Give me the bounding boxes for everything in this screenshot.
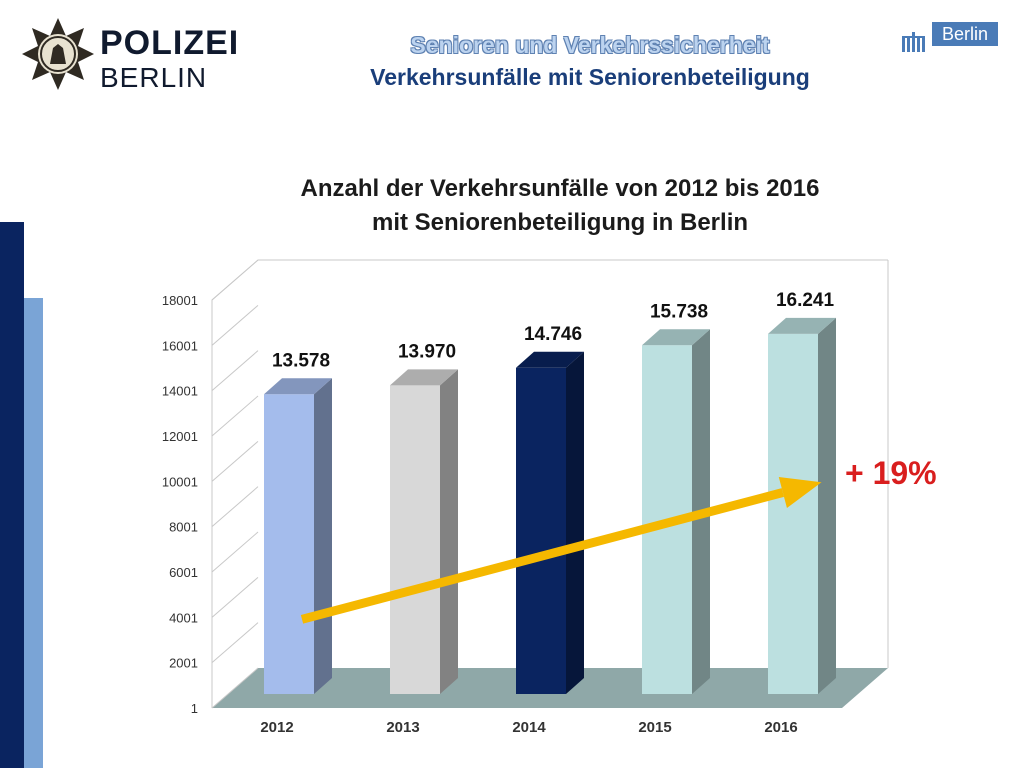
data-labels: 13.578 13.970 14.746 15.738 16.241 [272, 290, 835, 371]
chart-title-line-1: Anzahl der Verkehrsunfälle von 2012 bis … [300, 175, 820, 202]
bar-side [566, 351, 584, 694]
x-tick-label: 2013 [386, 719, 419, 736]
y-tick-label: 12001 [162, 429, 198, 444]
side-accent-bar-light [24, 298, 43, 768]
bar-top [768, 317, 836, 334]
trend-arrow-shaft [300, 488, 785, 624]
y-tick-label: 14001 [162, 384, 198, 399]
y-tick-label: 6001 [169, 565, 198, 580]
x-tick-label: 2014 [512, 719, 546, 736]
x-axis-ticks: 2012 2013 2014 2015 2016 [260, 719, 797, 736]
increase-annotation: + 19% [845, 455, 937, 491]
y-gridline [211, 667, 259, 709]
y-gridline [211, 486, 259, 528]
bar-side [818, 317, 836, 694]
x-tick-label: 2012 [260, 719, 293, 736]
y-tick-label: 16001 [162, 338, 198, 353]
x-tick-label: 2016 [764, 719, 797, 736]
berlin-bars-icon [902, 32, 925, 52]
trend-arrow-head [778, 477, 822, 508]
y-gridline [211, 259, 259, 301]
bar-data-label: 14.746 [524, 324, 582, 345]
bar-top [642, 329, 710, 346]
trend-arrow: + 19% [300, 455, 937, 624]
page-subtitle: Verkehrsunfälle mit Seniorenbeteiligung [370, 64, 810, 90]
y-gridline [211, 350, 259, 392]
bar-side [440, 369, 458, 694]
y-tick-label: 10001 [162, 474, 198, 489]
polizei-berlin-logo: POLIZEI BERLIN [20, 16, 238, 96]
bar-front [516, 367, 566, 694]
logo-text-berlin: BERLIN [100, 62, 208, 93]
side-accent-bar-dark [0, 222, 24, 768]
chart-bars [264, 317, 836, 694]
x-tick-label: 2015 [638, 719, 671, 736]
y-gridline [211, 395, 259, 437]
page-title: Senioren und Verkehrssicherheit [410, 32, 770, 58]
y-gridline [211, 440, 259, 482]
y-gridline [211, 304, 259, 346]
bar-top [390, 369, 458, 386]
bar-data-label: 13.970 [398, 341, 456, 362]
y-gridline [211, 622, 259, 664]
bar-side [314, 378, 332, 694]
y-gridline [211, 531, 259, 573]
y-tick-label: 18001 [162, 293, 198, 308]
bar-top [264, 378, 332, 395]
bar-front [264, 394, 314, 694]
bar-front [768, 333, 818, 694]
y-axis-ticks: 1200140016001800110001120011400116001180… [162, 259, 259, 716]
y-tick-label: 1 [191, 701, 198, 716]
bar-top [516, 351, 584, 368]
y-tick-label: 8001 [169, 520, 198, 535]
berlin-brand-logo: Berlin [902, 22, 1002, 54]
berlin-label: Berlin [932, 22, 998, 46]
logo-text-polizei: POLIZEI [100, 24, 240, 62]
y-gridline [211, 576, 259, 618]
bar-data-label: 15.738 [650, 301, 708, 322]
chart-title-line-2: mit Seniorenbeteiligung in Berlin [371, 209, 749, 236]
chart-title: Anzahl der Verkehrsunfälle von 2012 bis … [230, 172, 890, 240]
y-tick-label: 4001 [169, 610, 198, 625]
y-tick-label: 2001 [169, 656, 198, 671]
police-star-icon [22, 18, 94, 90]
bar-data-label: 13.578 [272, 350, 330, 371]
bar-data-label: 16.241 [776, 290, 835, 311]
bar-front [390, 385, 440, 694]
